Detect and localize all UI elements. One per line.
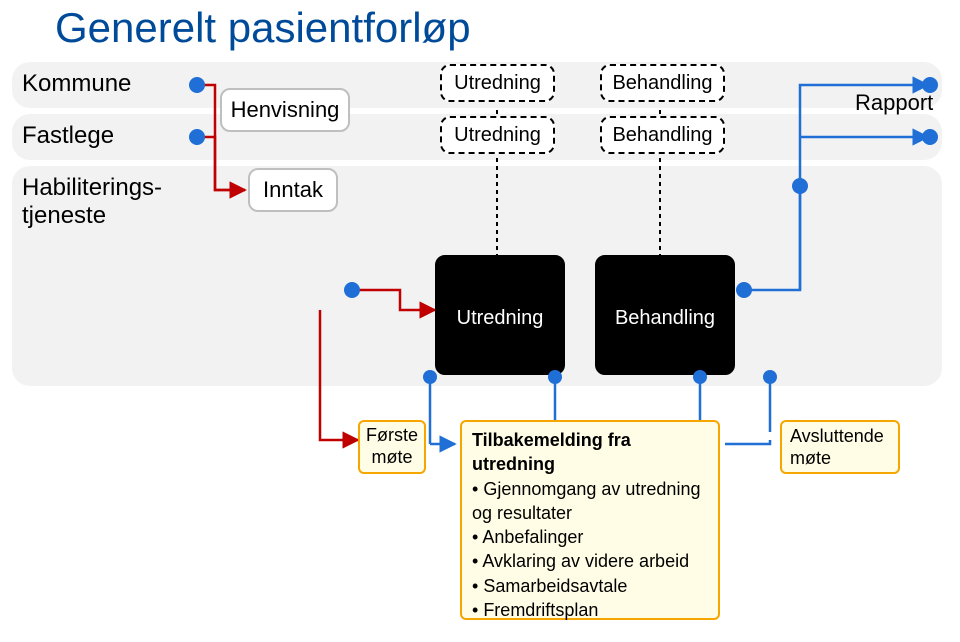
utredning-black-label: Utredning	[437, 301, 563, 330]
node-henvisning: Henvisning	[220, 88, 350, 132]
tilbakemelding-item-0: • Gjennomgang av utredning og resultater	[472, 477, 708, 526]
diagram-stage: Generelt pasientforløp Kommune Fastlege …	[0, 0, 960, 642]
node-utredning-mid: Utredning	[440, 116, 555, 154]
lane-label-habil: Habiliterings- tjeneste	[22, 174, 162, 229]
tilbakemelding-item-4: • Fremdriftsplan	[472, 598, 708, 622]
behandling-black-label: Behandling	[597, 301, 733, 330]
dot-behandling-bottom	[693, 370, 707, 384]
dot-kommune-start	[189, 77, 205, 93]
tilbakemelding-item-3: • Samarbeidsavtale	[472, 574, 708, 598]
tilbakemelding-title: Tilbakemelding fra utredning	[472, 428, 708, 477]
lane-label-fastlege: Fastlege	[22, 122, 114, 150]
node-behandling-top: Behandling	[600, 64, 725, 102]
tilbakemelding-item-1: • Anbefalinger	[472, 525, 708, 549]
node-utredning-top: Utredning	[440, 64, 555, 102]
lane-label-kommune: Kommune	[22, 70, 131, 98]
dot-avsluttende-top	[763, 370, 777, 384]
node-utredning-black: Utredning	[435, 255, 565, 375]
node-behandling-black: Behandling	[595, 255, 735, 375]
dot-rapport-lane3	[792, 178, 808, 194]
label-rapport: Rapport	[855, 90, 933, 116]
dot-fastlege-start	[189, 129, 205, 145]
node-avsluttende: Avsluttende møte	[780, 420, 900, 474]
dot-end-kommune	[922, 77, 938, 93]
node-tilbakemelding: Tilbakemelding fra utredning • Gjennomga…	[460, 420, 720, 620]
dot-end-fastlege	[922, 129, 938, 145]
page-title: Generelt pasientforløp	[55, 4, 471, 52]
dot-utredning-bottom	[548, 370, 562, 384]
dot-behandling-out	[736, 282, 752, 298]
node-behandling-mid: Behandling	[600, 116, 725, 154]
node-forste-mote: Første møte	[358, 420, 426, 474]
tilbakemelding-item-2: • Avklaring av videre arbeid	[472, 549, 708, 573]
node-inntak: Inntak	[248, 168, 338, 212]
dot-forste-top	[423, 370, 437, 384]
dot-inntak-out	[344, 282, 360, 298]
